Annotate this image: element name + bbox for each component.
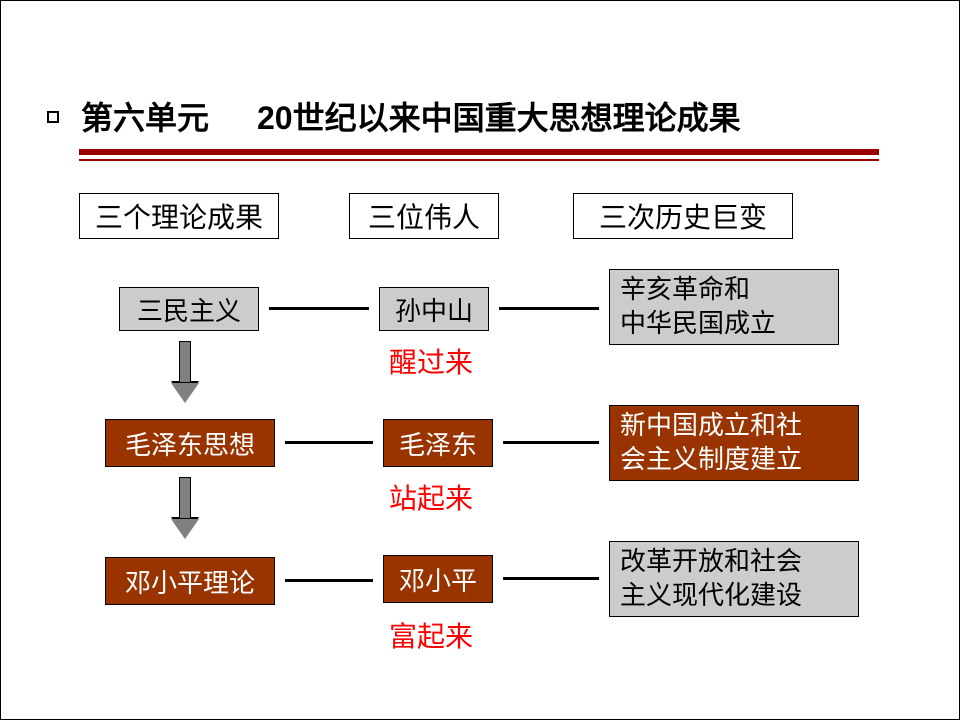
- header-col3: 三次历史巨变: [573, 193, 793, 239]
- row3-connector-1: [285, 579, 373, 582]
- arrow-2-head: [171, 519, 199, 539]
- row2-theory: 毛泽东思想: [105, 419, 275, 467]
- row2-connector-1: [285, 441, 373, 444]
- row2-person-text: 毛泽东: [399, 425, 477, 462]
- row3-theory: 邓小平理论: [105, 557, 275, 605]
- row2-person: 毛泽东: [383, 419, 493, 467]
- page-title: 20世纪以来中国重大思想理论成果: [257, 93, 741, 139]
- row2-connector-2: [503, 441, 599, 444]
- row1-person: 孙中山: [379, 287, 489, 331]
- row2-theory-text: 毛泽东思想: [125, 425, 255, 462]
- arrow-1-head: [171, 383, 199, 403]
- row3-event: 改革开放和社会 主义现代化建设: [609, 541, 859, 617]
- row1-theory: 三民主义: [119, 287, 259, 331]
- row3-event-text: 改革开放和社会 主义现代化建设: [620, 545, 802, 613]
- row3-person-text: 邓小平: [399, 561, 477, 598]
- arrow-2-shaft: [179, 477, 191, 519]
- arrow-1-shaft: [179, 341, 191, 383]
- row1-theory-text: 三民主义: [137, 291, 241, 328]
- row3-label: 富起来: [389, 615, 473, 655]
- row2-label: 站起来: [389, 477, 473, 517]
- row3-person: 邓小平: [383, 555, 493, 603]
- header-col2: 三位伟人: [349, 193, 499, 239]
- header-col1-text: 三个理论成果: [95, 196, 263, 236]
- header-col3-text: 三次历史巨变: [599, 196, 767, 236]
- row1-event: 辛亥革命和 中华民国成立: [609, 269, 839, 345]
- row1-event-text: 辛亥革命和 中华民国成立: [620, 273, 776, 341]
- title-rule-thick: [79, 149, 879, 155]
- row3-connector-2: [503, 577, 599, 580]
- row2-event-text: 新中国成立和社 会主义制度建立: [620, 409, 802, 477]
- row1-person-text: 孙中山: [395, 291, 473, 328]
- title-bullet: [47, 111, 59, 123]
- row1-connector-1: [269, 307, 369, 310]
- row1-connector-2: [499, 307, 599, 310]
- title-rule-thin: [79, 159, 879, 161]
- row3-theory-text: 邓小平理论: [125, 563, 255, 600]
- header-col2-text: 三位伟人: [368, 196, 480, 236]
- row2-event: 新中国成立和社 会主义制度建立: [609, 405, 859, 481]
- unit-label: 第六单元: [81, 93, 209, 139]
- header-col1: 三个理论成果: [79, 193, 279, 239]
- row1-label: 醒过来: [389, 341, 473, 381]
